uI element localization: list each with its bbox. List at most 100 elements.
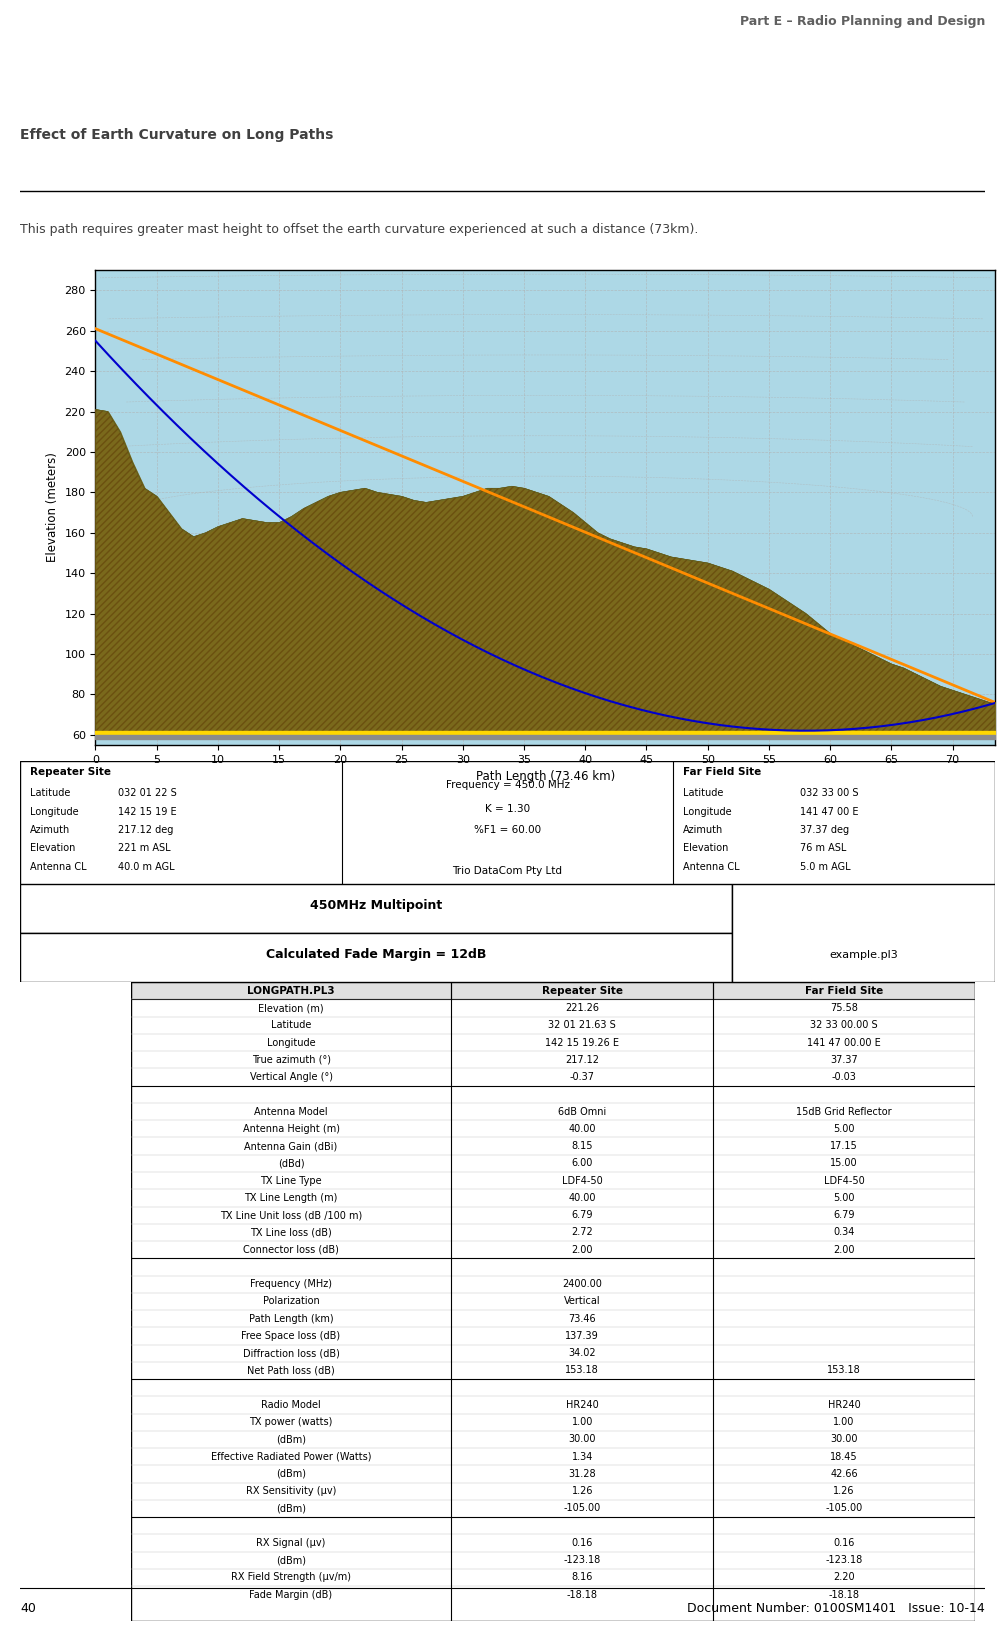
Text: Net Path loss (dB): Net Path loss (dB) <box>247 1365 335 1375</box>
Text: 6.79: 6.79 <box>833 1210 854 1220</box>
Text: Diffraction loss (dB): Diffraction loss (dB) <box>242 1349 340 1359</box>
Text: 40.00: 40.00 <box>569 1125 596 1134</box>
Text: 40: 40 <box>20 1603 36 1614</box>
Text: -123.18: -123.18 <box>564 1555 601 1565</box>
Text: LDF4-50: LDF4-50 <box>824 1175 864 1185</box>
Text: %F1 = 60.00: %F1 = 60.00 <box>474 825 541 835</box>
Text: Azimuth: Azimuth <box>683 825 724 835</box>
Text: TX Line Length (m): TX Line Length (m) <box>244 1193 338 1203</box>
Text: 1.00: 1.00 <box>572 1418 593 1427</box>
Text: 5.00: 5.00 <box>833 1125 854 1134</box>
Text: -105.00: -105.00 <box>825 1503 862 1514</box>
Text: Longitude: Longitude <box>266 1038 316 1048</box>
Bar <box>732 884 995 982</box>
Text: Repeater Site: Repeater Site <box>30 768 111 778</box>
Text: 40.0 m AGL: 40.0 m AGL <box>118 861 174 873</box>
Text: Antenna Model: Antenna Model <box>254 1107 328 1116</box>
Text: Elevation (m): Elevation (m) <box>258 1003 324 1013</box>
Text: Latitude: Latitude <box>683 787 724 799</box>
Text: K = 1.30: K = 1.30 <box>485 804 530 814</box>
Text: Path Length (km): Path Length (km) <box>248 1313 334 1324</box>
Text: 34.02: 34.02 <box>569 1349 596 1359</box>
Text: 141 47 00.00 E: 141 47 00.00 E <box>807 1038 880 1048</box>
Text: Far Field Site: Far Field Site <box>805 985 883 995</box>
Text: Radio Model: Radio Model <box>261 1400 321 1409</box>
Text: 32 01 21.63 S: 32 01 21.63 S <box>549 1020 616 1030</box>
Text: Vertical Angle (°): Vertical Angle (°) <box>249 1072 333 1082</box>
Text: TX Line loss (dB): TX Line loss (dB) <box>250 1228 332 1238</box>
Text: (dBm): (dBm) <box>276 1555 307 1565</box>
Text: 8.16: 8.16 <box>572 1573 593 1583</box>
Text: 217.12 deg: 217.12 deg <box>118 825 173 835</box>
Text: 73.46: 73.46 <box>569 1313 596 1324</box>
Text: TX Line Type: TX Line Type <box>260 1175 322 1185</box>
Text: Antenna CL: Antenna CL <box>683 861 740 873</box>
Text: 6.79: 6.79 <box>572 1210 593 1220</box>
Text: 0.16: 0.16 <box>833 1539 854 1549</box>
Text: 15dB Grid Reflector: 15dB Grid Reflector <box>796 1107 891 1116</box>
Text: 221 m ASL: 221 m ASL <box>118 843 170 853</box>
Text: 141 47 00 E: 141 47 00 E <box>800 807 858 817</box>
Text: (dBm): (dBm) <box>276 1468 307 1478</box>
Bar <box>20 933 732 982</box>
Text: Frequency (MHz): Frequency (MHz) <box>250 1278 332 1290</box>
Text: 032 33 00 S: 032 33 00 S <box>800 787 858 799</box>
Text: -0.03: -0.03 <box>831 1072 856 1082</box>
Text: 0.16: 0.16 <box>572 1539 593 1549</box>
Text: RX Sensitivity (μv): RX Sensitivity (μv) <box>246 1486 337 1496</box>
Text: 153.18: 153.18 <box>827 1365 861 1375</box>
Text: Trio DataCom Pty Ltd: Trio DataCom Pty Ltd <box>452 866 563 876</box>
Text: 76 m ASL: 76 m ASL <box>800 843 846 853</box>
Text: RX Signal (μv): RX Signal (μv) <box>256 1539 326 1549</box>
Text: 32 33 00.00 S: 32 33 00.00 S <box>810 1020 877 1030</box>
Text: example.pl3: example.pl3 <box>829 949 897 959</box>
Text: Latitude: Latitude <box>30 787 70 799</box>
Text: 40.00: 40.00 <box>569 1193 596 1203</box>
Text: (dBd): (dBd) <box>277 1159 305 1169</box>
Text: -18.18: -18.18 <box>567 1590 598 1599</box>
Text: 2.20: 2.20 <box>833 1573 855 1583</box>
Text: Far Field Site: Far Field Site <box>683 768 761 778</box>
Text: 6dB Omni: 6dB Omni <box>558 1107 606 1116</box>
Text: 37.37: 37.37 <box>830 1054 858 1064</box>
Text: 30.00: 30.00 <box>830 1434 857 1444</box>
Text: 75.58: 75.58 <box>830 1003 858 1013</box>
Text: Polarization: Polarization <box>262 1297 320 1306</box>
Text: Part E – Radio Planning and Design: Part E – Radio Planning and Design <box>740 15 985 28</box>
Text: 5.00: 5.00 <box>833 1193 854 1203</box>
Text: 31.28: 31.28 <box>569 1468 596 1478</box>
Bar <box>131 982 975 1000</box>
Text: Connector loss (dB): Connector loss (dB) <box>243 1244 339 1254</box>
Text: Vertical: Vertical <box>564 1297 601 1306</box>
Text: Free Space loss (dB): Free Space loss (dB) <box>241 1331 341 1341</box>
Text: 2400.00: 2400.00 <box>563 1278 602 1290</box>
Text: 42.66: 42.66 <box>830 1468 858 1478</box>
Text: 137.39: 137.39 <box>566 1331 599 1341</box>
Text: -18.18: -18.18 <box>828 1590 859 1599</box>
Text: RX Field Strength (μv/m): RX Field Strength (μv/m) <box>231 1573 351 1583</box>
Text: 1.34: 1.34 <box>572 1452 593 1462</box>
Text: 30.00: 30.00 <box>569 1434 596 1444</box>
Text: LONGPATH.PL3: LONGPATH.PL3 <box>247 985 335 995</box>
Text: Latitude: Latitude <box>271 1020 312 1030</box>
Text: -0.37: -0.37 <box>570 1072 595 1082</box>
Bar <box>20 884 732 933</box>
Text: Antenna Gain (dBi): Antenna Gain (dBi) <box>244 1141 338 1151</box>
Text: TX Line Unit loss (dB /100 m): TX Line Unit loss (dB /100 m) <box>220 1210 362 1220</box>
Text: 142 15 19 E: 142 15 19 E <box>118 807 176 817</box>
Text: True azimuth (°): True azimuth (°) <box>251 1054 331 1064</box>
Text: TX power (watts): TX power (watts) <box>249 1418 333 1427</box>
Text: 2.00: 2.00 <box>833 1244 854 1254</box>
Text: Longitude: Longitude <box>30 807 78 817</box>
Text: 17.15: 17.15 <box>830 1141 858 1151</box>
Text: 18.45: 18.45 <box>830 1452 858 1462</box>
Text: Antenna CL: Antenna CL <box>30 861 86 873</box>
Text: 8.15: 8.15 <box>572 1141 593 1151</box>
Text: -105.00: -105.00 <box>564 1503 601 1514</box>
Text: HR240: HR240 <box>566 1400 599 1409</box>
Text: 2.72: 2.72 <box>572 1228 593 1238</box>
Text: Document Number: 0100SM1401   Issue: 10-14: Document Number: 0100SM1401 Issue: 10-14 <box>687 1603 985 1614</box>
Text: Azimuth: Azimuth <box>30 825 70 835</box>
Text: 2.00: 2.00 <box>572 1244 593 1254</box>
Text: LDF4-50: LDF4-50 <box>562 1175 603 1185</box>
